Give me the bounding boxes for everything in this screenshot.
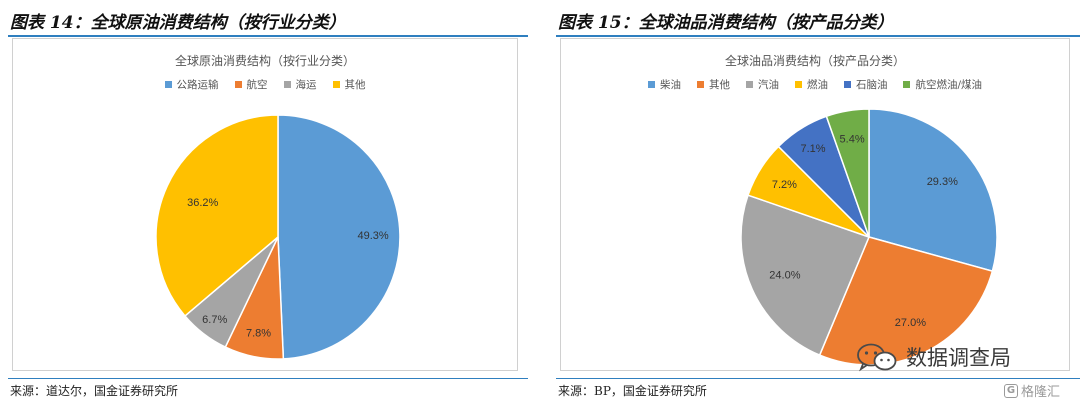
pie-chart: 49.3% 7.8% 6.7% 36.2% <box>155 114 401 360</box>
data-label: 27.0% <box>895 317 926 329</box>
data-label: 36.2% <box>187 197 218 209</box>
legend-item: 燃油 <box>794 77 828 91</box>
chart-container: 全球油品消费结构（按产品分类） 柴油 其他 汽油 燃油 石脑油 航空燃油/煤油 … <box>560 38 1070 371</box>
source-divider <box>8 378 528 379</box>
data-label: 5.4% <box>840 134 865 146</box>
legend-item: 石脑油 <box>843 77 888 91</box>
source-note: 来源：道达尔，国金证券研究所 <box>10 384 179 398</box>
g-logo-icon: G <box>1004 383 1018 398</box>
legend-item: 柴油 <box>647 77 681 91</box>
title-divider <box>556 35 1080 37</box>
legend-swatch <box>794 80 802 88</box>
watermark: 数据调查局 <box>856 342 1011 372</box>
pie-slice <box>825 108 870 238</box>
legend-swatch <box>745 80 753 88</box>
data-label: 49.3% <box>357 230 388 242</box>
chart-title: 全球原油消费结构（按行业分类） <box>174 54 355 68</box>
pie-slice <box>818 236 994 366</box>
legend-item: 其他 <box>332 77 366 91</box>
legend-label: 柴油 <box>659 78 681 91</box>
legend-label: 航空燃油/煤油 <box>915 78 983 91</box>
chart-legend: 公路运输 航空 海运 其他 <box>13 77 517 91</box>
pie-slice <box>740 194 870 357</box>
figure-14: 图表 14：全球原油消费结构（按行业分类） 全球原油消费结构（按行业分类） 公路… <box>0 0 528 405</box>
data-label: 7.8% <box>246 328 271 340</box>
legend-label: 其他 <box>708 78 730 91</box>
legend-item: 航空 <box>234 77 268 91</box>
chart-container: 全球原油消费结构（按行业分类） 公路运输 航空 海运 其他 49.3% 7.8% 6… <box>12 38 518 371</box>
legend-item: 公路运输 <box>164 77 219 91</box>
legend-swatch <box>164 80 172 88</box>
wechat-icon <box>857 343 897 372</box>
pie-slice <box>868 108 998 273</box>
legend-swatch <box>647 80 655 88</box>
pie-chart: 29.3% 27.0% 24.0% 7.2% 7.1% 5.4% <box>740 108 998 366</box>
figure-15: 图表 15：全球油品消费结构（按产品分类） 全球油品消费结构（按产品分类） 柴油… <box>548 0 1080 405</box>
chart-title: 全球油品消费结构（按产品分类） <box>724 54 905 68</box>
watermark-text: 数据调查局 <box>906 346 1011 370</box>
legend-swatch <box>903 80 911 88</box>
legend-swatch <box>696 80 704 88</box>
legend-swatch <box>332 80 340 88</box>
legend-label: 石脑油 <box>855 78 888 91</box>
legend-item: 汽油 <box>745 77 779 91</box>
source-divider <box>556 378 1080 379</box>
figure-title: 图表 14：全球原油消费结构（按行业分类） <box>10 13 346 33</box>
legend-label: 汽油 <box>757 78 779 91</box>
pie-slice <box>155 114 279 317</box>
source-note: 来源：BP，国金证券研究所 <box>558 384 707 398</box>
legend-swatch <box>283 80 291 88</box>
legend-item: 其他 <box>696 77 730 91</box>
data-label: 6.7% <box>202 314 227 326</box>
watermark-secondary: G 格隆汇 <box>1004 381 1060 400</box>
legend-item: 航空燃油/煤油 <box>903 77 982 91</box>
chart-legend: 柴油 其他 汽油 燃油 石脑油 航空燃油/煤油 <box>561 77 1069 91</box>
legend-label: 燃油 <box>806 78 828 91</box>
data-label: 29.3% <box>927 176 958 188</box>
legend-label: 其他 <box>344 78 366 91</box>
watermark-secondary-text: 格隆汇 <box>1021 385 1061 400</box>
legend-swatch <box>843 80 851 88</box>
title-divider <box>8 35 528 37</box>
legend-swatch <box>234 80 242 88</box>
legend-label: 海运 <box>295 78 317 91</box>
data-label: 7.2% <box>772 179 797 191</box>
data-label: 24.0% <box>769 270 800 282</box>
pie-slice <box>277 114 401 360</box>
legend-item: 海运 <box>283 77 317 91</box>
figure-title: 图表 15：全球油品消费结构（按产品分类） <box>558 13 894 33</box>
legend-label: 航空 <box>246 78 268 91</box>
legend-label: 公路运输 <box>176 78 219 91</box>
data-label: 7.1% <box>800 143 825 155</box>
